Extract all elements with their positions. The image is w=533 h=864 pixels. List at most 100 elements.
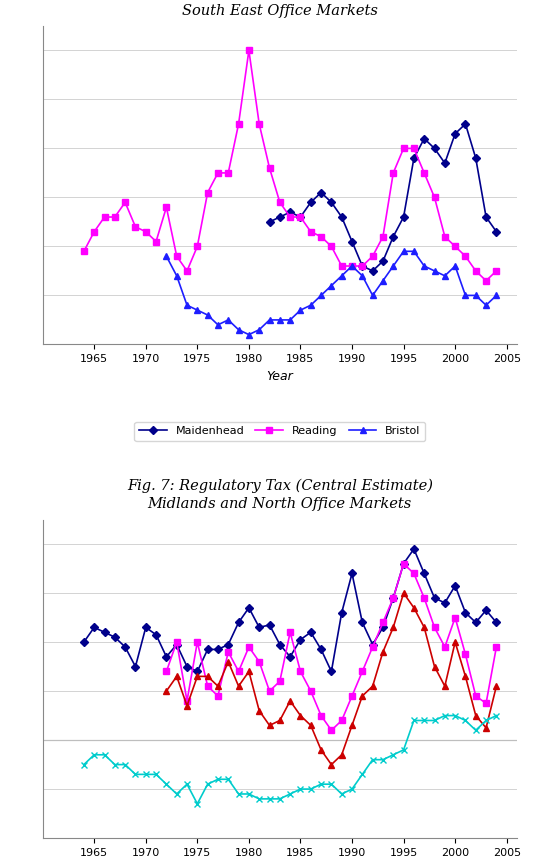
Manchester [205,671,211,682]
Leeds [308,686,314,696]
Line: Reading: Reading [81,48,499,283]
Line: Leeds: Leeds [164,561,499,733]
Leeds [256,657,262,667]
Leeds [338,715,345,726]
Newcastle [493,710,499,721]
Maidenhead [473,153,479,163]
Manchester [379,646,386,657]
Bristol [287,314,293,325]
Bristol [328,281,335,291]
Leeds [246,642,252,652]
Birmingham [359,617,366,627]
Leeds [442,642,448,652]
Manchester [369,681,376,691]
Birmingham [246,602,252,613]
Reading [493,266,499,276]
Newcastle [400,745,407,755]
Maidenhead [493,226,499,237]
Manchester [338,750,345,760]
Maidenhead [266,217,273,227]
Newcastle [359,769,366,779]
Bristol [277,314,283,325]
Manchester [277,715,283,726]
Bristol [236,325,242,335]
Birmingham [462,607,469,618]
Newcastle [122,759,128,770]
X-axis label: Year: Year [266,370,293,383]
Bristol [246,329,252,340]
Newcastle [194,798,200,809]
Maidenhead [369,266,376,276]
Reading [318,232,324,242]
Birmingham [297,634,304,645]
Newcastle [174,789,180,799]
Newcastle [338,789,345,799]
Newcastle [266,794,273,804]
Leeds [215,691,221,702]
Birmingham [111,632,118,642]
Line: Birmingham: Birmingham [81,546,499,674]
Leeds [421,593,427,603]
Birmingham [400,558,407,569]
Newcastle [318,779,324,790]
Newcastle [390,750,397,760]
Birmingham [421,569,427,579]
Newcastle [246,789,252,799]
Reading [184,266,190,276]
Bristol [338,270,345,281]
Bristol [205,310,211,321]
Bristol [318,290,324,301]
Reading [411,143,417,154]
Newcastle [142,769,149,779]
Manchester [318,745,324,755]
Bristol [442,270,448,281]
Manchester [194,671,200,682]
Manchester [328,759,335,770]
Bristol [256,325,262,335]
Manchester [452,637,458,647]
Newcastle [297,784,304,794]
Reading [359,261,366,271]
Birmingham [225,639,231,650]
Leeds [369,642,376,652]
Bristol [266,314,273,325]
Reading [163,202,169,213]
Birmingham [442,598,448,608]
Reading [215,168,221,178]
Maidenhead [359,261,366,271]
Manchester [215,681,221,691]
Newcastle [256,794,262,804]
Birmingham [215,645,221,655]
Newcastle [328,779,335,790]
Bristol [421,261,427,271]
Leeds [297,666,304,677]
Birmingham [256,622,262,632]
Birmingham [236,617,242,627]
Reading [101,212,108,222]
Birmingham [379,622,386,632]
Newcastle [411,715,417,726]
Birmingham [91,622,98,632]
Bristol [483,300,489,310]
Birmingham [493,617,499,627]
Reading [400,143,407,154]
Maidenhead [442,158,448,168]
Manchester [421,622,427,632]
Maidenhead [338,212,345,222]
Newcastle [452,710,458,721]
Birmingham [338,607,345,618]
Reading [328,241,335,251]
Newcastle [153,769,159,779]
Newcastle [132,769,139,779]
Leeds [411,569,417,579]
Bristol [297,305,304,315]
Reading [369,251,376,262]
Leeds [379,617,386,627]
Leeds [236,666,242,677]
Reading [297,212,304,222]
Manchester [493,681,499,691]
Title: Fig. 6: Regulatory Tax (Central Estimate)
South East Office Markets: Fig. 6: Regulatory Tax (Central Estimate… [127,0,433,18]
Reading [266,162,273,173]
Leeds [194,637,200,647]
Birmingham [142,622,149,632]
